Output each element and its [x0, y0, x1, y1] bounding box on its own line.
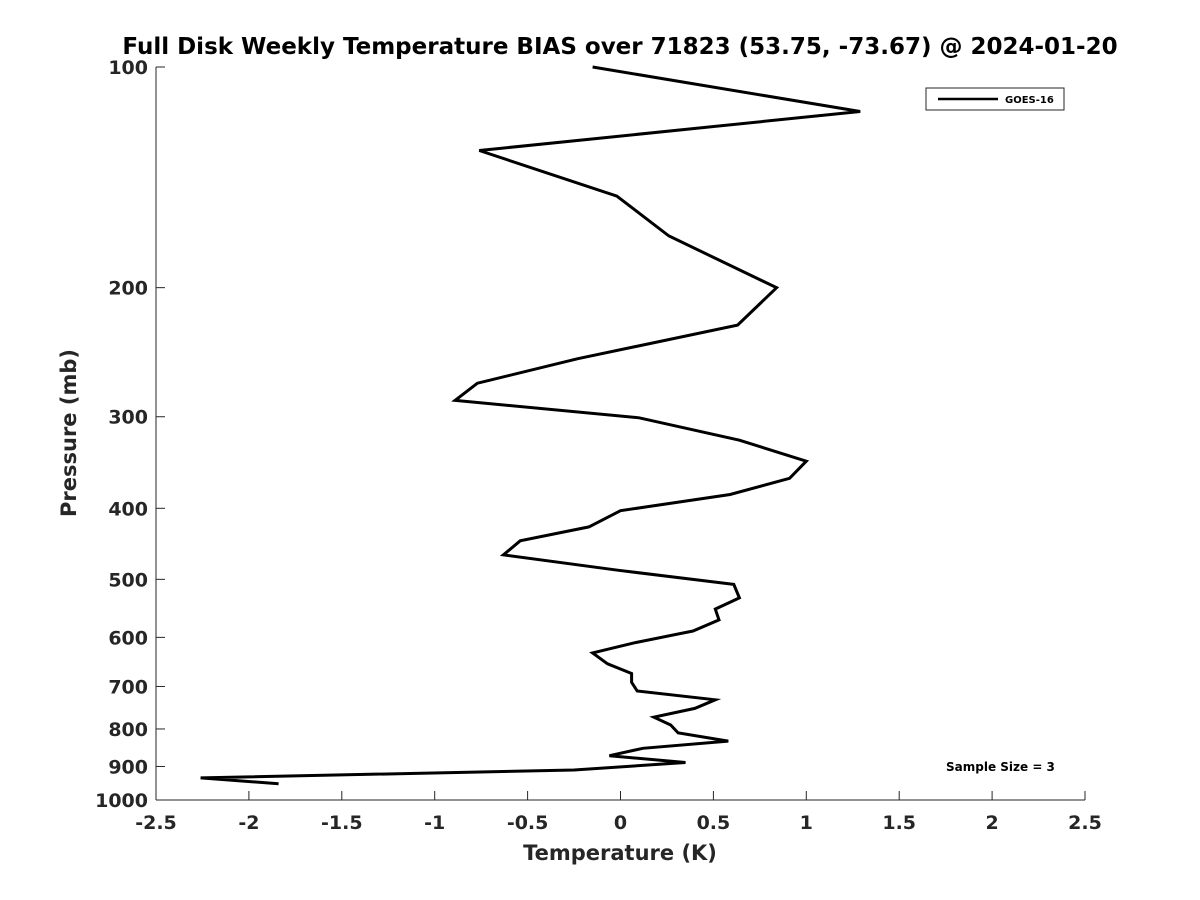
x-tick-label: -2: [238, 812, 259, 834]
x-axis-label: Temperature (K): [523, 841, 717, 865]
y-tick-label: 400: [108, 498, 148, 520]
x-tick-label: -2.5: [135, 812, 177, 834]
y-tick-label: 800: [108, 719, 148, 741]
x-tick-label: -0.5: [507, 812, 549, 834]
x-tick-label: 1.5: [882, 812, 916, 834]
y-tick-label: 500: [108, 569, 148, 591]
chart-title: Full Disk Weekly Temperature BIAS over 7…: [122, 34, 1117, 60]
y-tick-label: 600: [108, 627, 148, 649]
y-tick-label: 700: [108, 676, 148, 698]
y-axis-ticks: 100 200 300 400 500 600 700 800 900 1000: [95, 57, 165, 812]
legend: GOES-16: [925, 87, 1065, 111]
y-tick-label: 900: [108, 756, 148, 778]
series-line-goes-16: [200, 65, 861, 786]
x-tick-label: -1.5: [321, 812, 363, 834]
series-layer: [200, 65, 861, 786]
x-tick-label: 0: [614, 812, 627, 834]
x-tick-label: 2.5: [1068, 812, 1102, 834]
x-tick-label: 0.5: [697, 812, 731, 834]
y-tick-label: 200: [108, 278, 148, 300]
y-tick-label: 100: [108, 57, 148, 79]
sample-size-annotation: Sample Size = 3: [946, 760, 1055, 774]
x-tick-label: -1: [424, 812, 445, 834]
legend-label-goes-16: GOES-16: [1005, 95, 1054, 106]
y-tick-label: 300: [108, 407, 148, 429]
x-tick-label: 1: [800, 812, 813, 834]
y-tick-label: 1000: [95, 790, 148, 812]
x-axis-ticks: -2.5 -2 -1.5 -1 -0.5 0 0.5 1 1.5 2 2.5: [135, 791, 1102, 834]
x-tick-label: 2: [985, 812, 998, 834]
y-axis-label: Pressure (mb): [57, 349, 81, 517]
